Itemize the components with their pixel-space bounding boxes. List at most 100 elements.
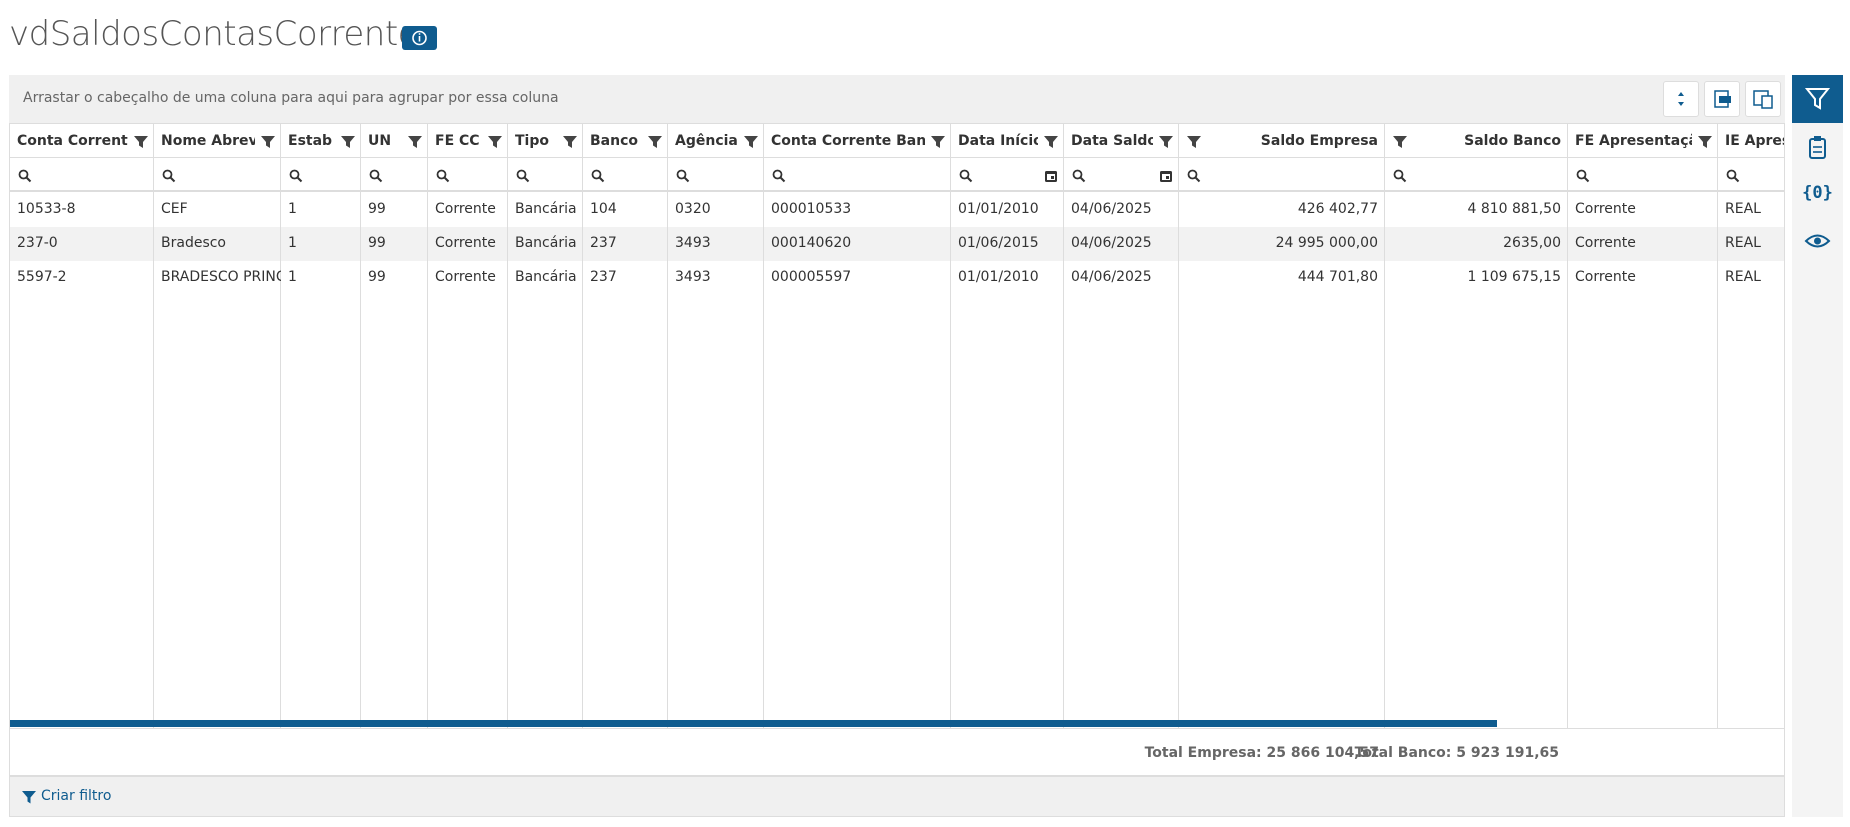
search-icon[interactable] (1072, 168, 1086, 187)
calendar-icon[interactable] (1044, 168, 1058, 187)
column-header[interactable]: Saldo Banco (1464, 133, 1561, 149)
column-filter-icon[interactable] (1187, 134, 1201, 153)
table-cell: 444 701,80 (1297, 269, 1378, 285)
expand-button[interactable] (1663, 81, 1699, 117)
column-divider (361, 124, 428, 728)
table-cell: REAL (1725, 201, 1761, 217)
row-stripe (10, 227, 1784, 261)
table-cell: 04/06/2025 (1071, 235, 1152, 251)
table-cell: 426 402,77 (1297, 201, 1378, 217)
column-divider (951, 124, 1064, 728)
search-icon[interactable] (1726, 168, 1740, 187)
column-divider (583, 124, 668, 728)
column-filter-icon[interactable] (931, 134, 945, 153)
column-filter-icon[interactable] (1159, 134, 1173, 153)
view-tab[interactable] (1792, 226, 1843, 256)
table-cell: Bancária (515, 235, 577, 251)
column-header[interactable]: Estab (288, 133, 333, 149)
column-divider (10, 124, 154, 728)
horizontal-scrollbar[interactable] (10, 720, 1497, 727)
table-cell: 99 (368, 235, 386, 251)
column-divider (1179, 124, 1385, 728)
table-cell: 4 810 881,50 (1467, 201, 1561, 217)
column-filter-icon[interactable] (261, 134, 275, 153)
search-icon[interactable] (676, 168, 690, 187)
search-icon[interactable] (1187, 168, 1201, 187)
column-header[interactable]: FE Apresentação (1575, 133, 1692, 149)
column-header[interactable]: Banco (590, 133, 639, 149)
column-divider (508, 124, 583, 728)
columns-button[interactable] (1745, 81, 1781, 117)
column-filter-icon[interactable] (341, 134, 355, 153)
table-cell: 1 (288, 269, 297, 285)
table-cell: 3493 (675, 269, 711, 285)
clipboard-tab[interactable] (1792, 133, 1843, 163)
table-cell: Corrente (435, 201, 496, 217)
create-filter-link[interactable]: Criar filtro (41, 788, 112, 804)
total-empresa: Total Empresa: 25 866 104,57 (1144, 745, 1379, 761)
column-filter-icon[interactable] (1044, 134, 1058, 153)
table-cell: 01/01/2010 (958, 269, 1039, 285)
column-header[interactable]: FE CC (435, 133, 480, 149)
table-cell: 000010533 (771, 201, 852, 217)
column-filter-icon[interactable] (1698, 134, 1712, 153)
page-title: vdSaldosContasCorrentes (9, 14, 436, 54)
table-cell: 000140620 (771, 235, 852, 251)
column-divider (1385, 124, 1568, 728)
search-icon[interactable] (18, 168, 32, 187)
info-button[interactable] (402, 26, 437, 50)
table-cell: 04/06/2025 (1071, 201, 1152, 217)
search-icon[interactable] (1576, 168, 1590, 187)
search-icon[interactable] (959, 168, 973, 187)
column-filter-icon[interactable] (408, 134, 422, 153)
column-header[interactable]: Tipo (515, 133, 549, 149)
table-cell: Corrente (435, 235, 496, 251)
side-panel: {0} (1792, 75, 1843, 817)
column-header[interactable]: Data Saldo (1071, 133, 1153, 149)
search-icon[interactable] (1393, 168, 1407, 187)
group-hint: Arrastar o cabeçalho de uma coluna para … (23, 90, 559, 106)
search-icon[interactable] (369, 168, 383, 187)
column-filter-icon[interactable] (648, 134, 662, 153)
column-header[interactable]: Saldo Empresa (1260, 133, 1378, 149)
column-divider (1064, 124, 1179, 728)
table-cell: 2635,00 (1503, 235, 1561, 251)
column-filter-icon[interactable] (744, 134, 758, 153)
filter-icon (22, 791, 36, 804)
column-header[interactable]: Agência (675, 133, 738, 149)
search-icon[interactable] (772, 168, 786, 187)
table-cell: Bradesco (161, 235, 226, 251)
table-cell: BRADESCO PRINC (161, 269, 281, 285)
column-divider (1568, 124, 1718, 728)
column-header[interactable]: Nome Abrev (161, 133, 255, 149)
column-filter-icon[interactable] (134, 134, 148, 153)
table-cell: 3493 (675, 235, 711, 251)
table-cell: 5597-2 (17, 269, 67, 285)
table-cell: Corrente (1575, 201, 1636, 217)
table-cell: Bancária (515, 269, 577, 285)
search-icon[interactable] (289, 168, 303, 187)
table-cell: 10533-8 (17, 201, 76, 217)
column-header[interactable]: IE Apresentação (1725, 133, 1784, 149)
search-icon[interactable] (162, 168, 176, 187)
column-header[interactable]: Data Início (958, 133, 1038, 149)
column-header[interactable]: UN (368, 133, 392, 149)
column-header[interactable]: Conta Corrente Banco (771, 133, 925, 149)
variables-tab[interactable]: {0} (1792, 178, 1843, 208)
table-cell: 99 (368, 201, 386, 217)
column-filter-icon[interactable] (563, 134, 577, 153)
search-icon[interactable] (591, 168, 605, 187)
table-cell: 01/01/2010 (958, 201, 1039, 217)
calendar-icon[interactable] (1159, 168, 1173, 187)
column-header[interactable]: Conta Corrente (17, 133, 128, 149)
filter-tab[interactable] (1792, 75, 1843, 123)
export-button[interactable] (1704, 81, 1740, 117)
column-filter-icon[interactable] (1393, 134, 1407, 153)
info-icon (412, 30, 427, 46)
table-cell: 237 (590, 235, 617, 251)
search-icon[interactable] (436, 168, 450, 187)
column-filter-icon[interactable] (488, 134, 502, 153)
search-icon[interactable] (516, 168, 530, 187)
table-cell: 1 109 675,15 (1467, 269, 1561, 285)
column-divider (764, 124, 951, 728)
